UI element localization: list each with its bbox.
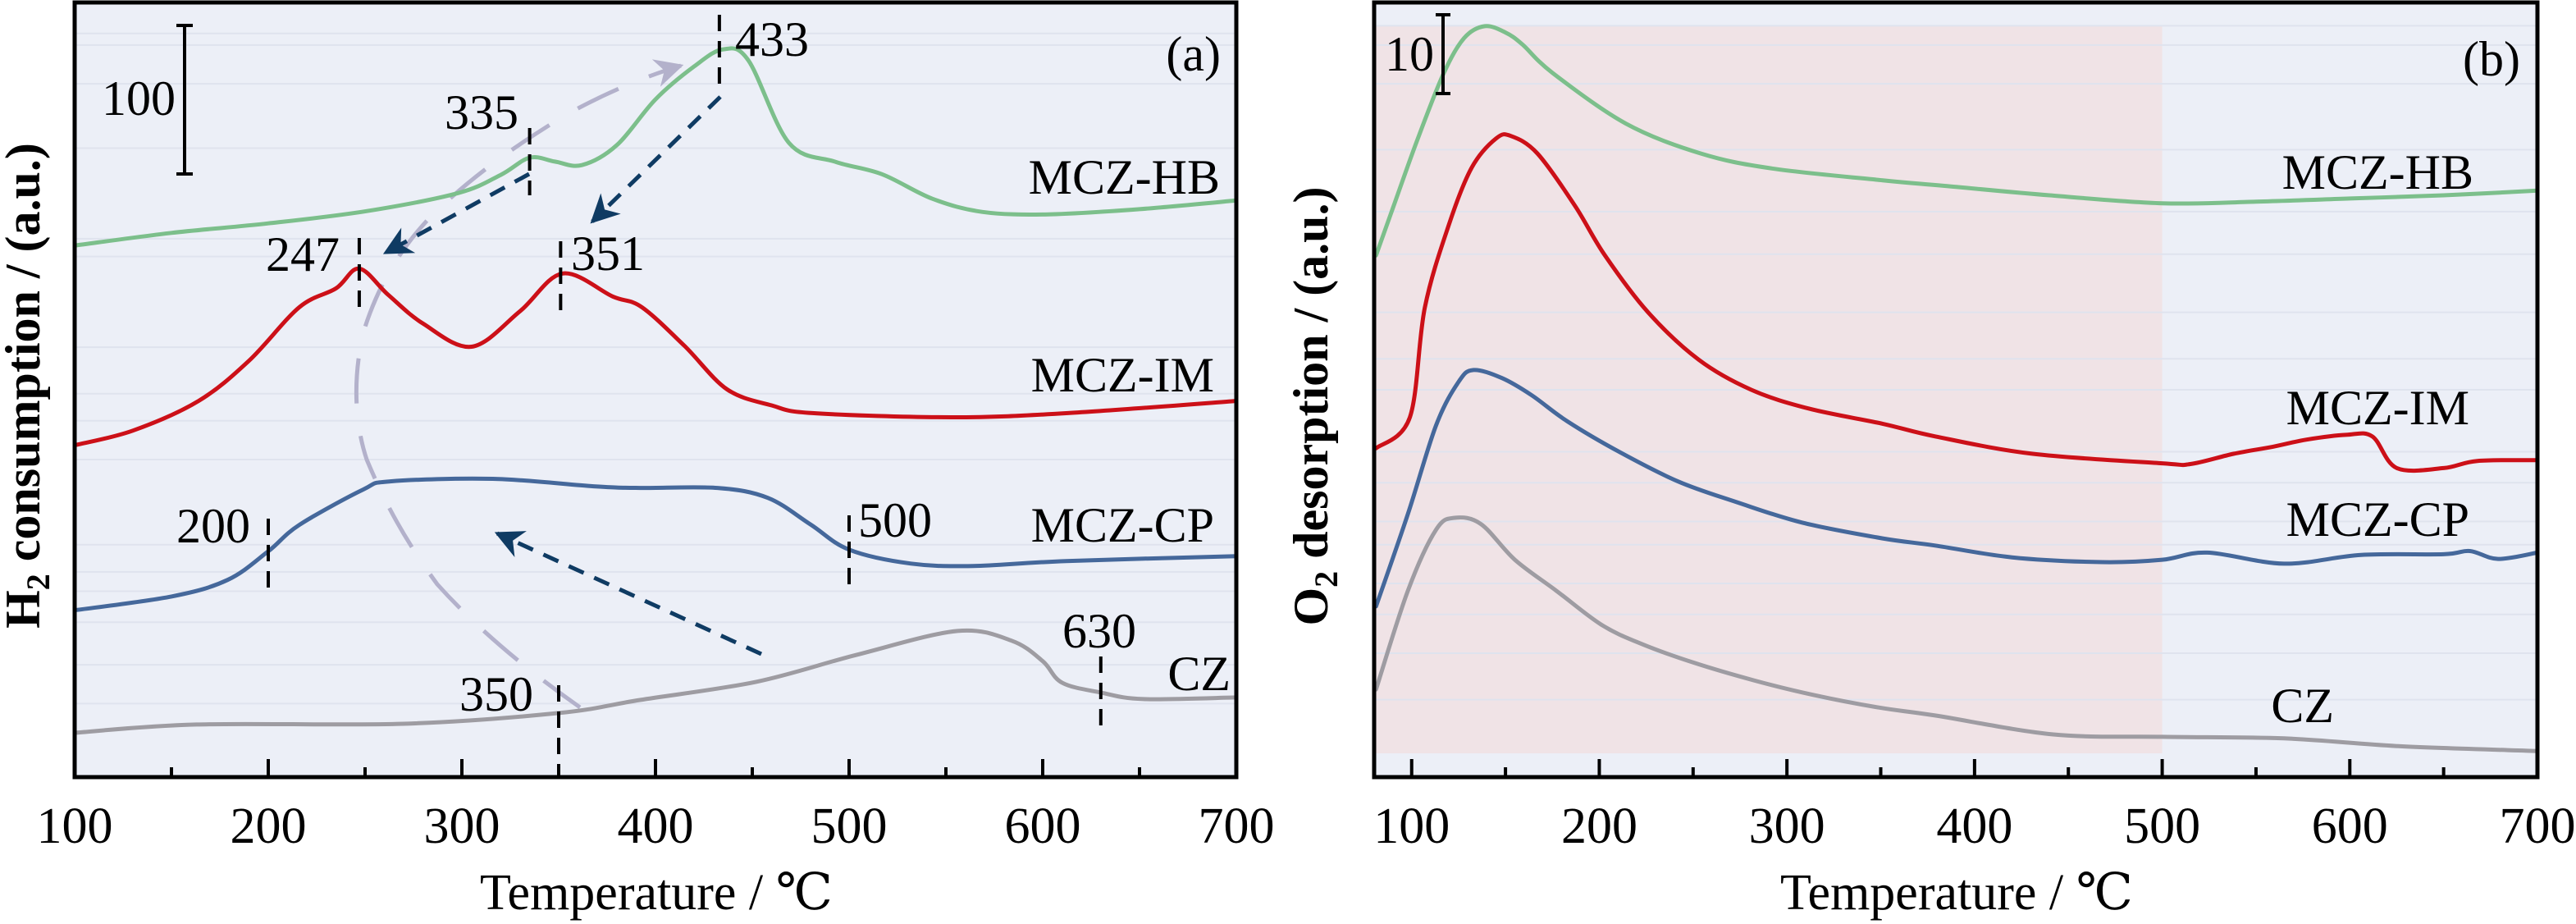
x-tick-label: 300: [424, 798, 500, 854]
series-label-mcz-im-b: MCZ-IM: [2286, 381, 2469, 435]
end-label-630: 630: [1062, 604, 1136, 658]
peak-label-335: 335: [445, 85, 518, 140]
annotations-a: [354, 59, 763, 710]
series-line-mcz-cp: [1373, 368, 2540, 609]
scale-bar-b: [1436, 13, 1450, 95]
panel-a-h2-tpr: 100 (a) MCZ-HB MCZ-IM MCZ-CP CZ 433 335 …: [0, 0, 1275, 921]
onset-label-200: 200: [176, 499, 250, 553]
series-label-mcz-cp-b: MCZ-CP: [2286, 492, 2469, 547]
x-ticks-b: [1409, 759, 2539, 777]
arrow-433-to-351: [590, 95, 722, 224]
series-label-mcz-hb-a: MCZ-HB: [1029, 150, 1220, 204]
scale-bar-label-a: 100: [102, 71, 176, 126]
peak-label-433: 433: [735, 12, 809, 66]
y-axis-title-a-main: H: [0, 590, 50, 629]
x-tick-label: 600: [2312, 798, 2388, 854]
gridlines-a: [75, 32, 1236, 705]
series-label-mcz-cp-a: MCZ-CP: [1031, 498, 1214, 552]
x-tick-label: 200: [1561, 798, 1637, 854]
x-tick-label: 400: [1936, 798, 2012, 854]
arrow-cz-to-cp: [494, 531, 763, 656]
trend-arrow-light: [354, 59, 684, 710]
scale-bar-label-b: 10: [1385, 27, 1434, 81]
x-tick-labels-b: 100 200 300 400 500 600 700: [1373, 798, 2575, 854]
plot-area-a: [75, 2, 1236, 777]
scale-bar-a: [176, 24, 193, 176]
x-tick-label: 100: [37, 798, 113, 854]
series-line-cz: [1373, 515, 2540, 753]
x-tick-label: 200: [231, 798, 307, 854]
y-axis-title-a-sub: 2: [20, 574, 57, 590]
gridlines-b: [1374, 25, 2537, 701]
panel-tag-a: (a): [1166, 27, 1221, 81]
x-tick-labels-a: 100 200 300 400 500 600 700: [37, 798, 1275, 854]
peak-markers-a: [267, 15, 1103, 775]
series-b: [1373, 24, 2540, 753]
x-tick-label: 700: [2500, 798, 2576, 854]
series-line-mcz-im: [1373, 132, 2540, 473]
x-tick-label: 300: [1749, 798, 1825, 854]
x-tick-label: 400: [618, 798, 694, 854]
y-axis-title-b-sub: 2: [1308, 571, 1345, 588]
y-axis-title-a-rest: consumption / (a.u.): [0, 143, 50, 574]
x-tick-label: 600: [1005, 798, 1081, 854]
frame-b: [1372, 0, 2540, 780]
x-tick-label: 700: [1199, 798, 1275, 854]
onset-label-350: 350: [459, 667, 533, 721]
series-label-mcz-hb-b: MCZ-HB: [2282, 145, 2473, 199]
end-label-500: 500: [858, 493, 932, 547]
x-tick-label: 500: [811, 798, 888, 854]
y-axis-title-b: O2 desorption / (a.u.): [1284, 186, 1345, 625]
series-line-mcz-im: [72, 266, 1239, 448]
y-axis-title-b-rest: desorption / (a.u.): [1284, 186, 1338, 570]
panel-b-o2-tpd: 10 (b) MCZ-HB MCZ-IM MCZ-CP CZ 100 200 300…: [1284, 0, 2576, 921]
x-axis-title-b: Temperature / ℃: [1780, 865, 2133, 921]
series-label-cz-a: CZ: [1167, 647, 1231, 701]
peak-label-351: 351: [571, 226, 645, 281]
x-tick-label: 500: [2124, 798, 2200, 854]
series-line-cz: [72, 628, 1239, 735]
x-ticks-a: [73, 759, 1238, 777]
series-label-mcz-im-a: MCZ-IM: [1031, 348, 1214, 402]
panel-tag-b: (b): [2463, 32, 2520, 86]
series-line-mcz-hb: [1373, 24, 2540, 258]
y-axis-title-a: H2 consumption / (a.u.): [0, 143, 57, 629]
x-axis-title-a: Temperature / ℃: [480, 865, 833, 921]
peak-label-247: 247: [266, 227, 340, 281]
x-tick-label: 100: [1373, 798, 1450, 854]
series-label-cz-b: CZ: [2271, 679, 2334, 733]
series-line-mcz-hb: [72, 46, 1239, 248]
y-axis-title-b-main: O: [1284, 588, 1338, 626]
